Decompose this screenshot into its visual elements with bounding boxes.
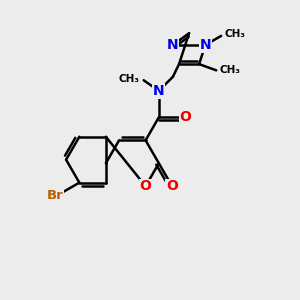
Text: O: O [166, 179, 178, 193]
Text: O: O [140, 179, 152, 193]
Text: CH₃: CH₃ [118, 74, 139, 84]
Text: N: N [153, 84, 165, 98]
Text: CH₃: CH₃ [219, 65, 240, 75]
Text: CH₃: CH₃ [224, 29, 245, 39]
Text: N: N [167, 38, 179, 52]
Text: O: O [179, 110, 191, 124]
Text: N: N [200, 38, 211, 52]
Text: Br: Br [46, 189, 63, 203]
